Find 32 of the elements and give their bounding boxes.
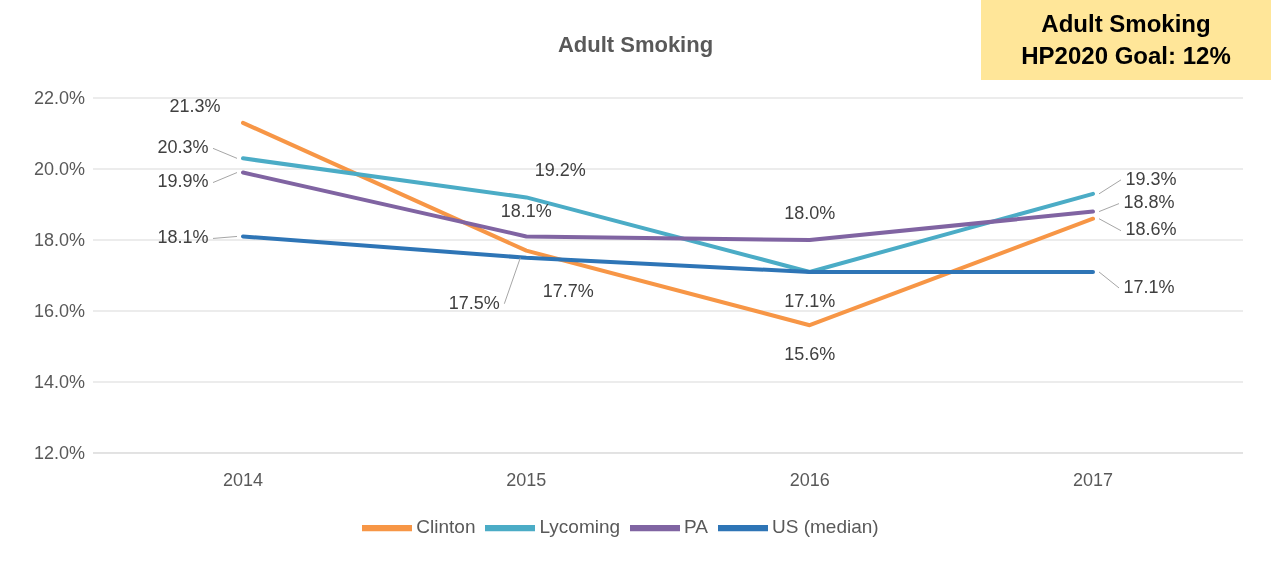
data-label: 17.1% [1123, 276, 1175, 297]
data-label: 20.3% [157, 137, 209, 158]
x-tick-label: 2017 [1072, 469, 1114, 490]
y-tick-label: 16.0% [33, 301, 85, 322]
x-tick-label: 2015 [506, 469, 547, 490]
data-label: 17.5% [448, 292, 500, 313]
line-series [241, 120, 1095, 328]
x-tick-label: 2014 [222, 469, 264, 490]
data-label: 18.6% [1125, 219, 1177, 240]
legend-label: PA [684, 516, 709, 538]
legend-label: Lycoming [539, 516, 621, 538]
legend-label: US (median) [772, 516, 879, 538]
data-label: 18.0% [784, 202, 836, 223]
data-label: 19.2% [534, 160, 586, 181]
y-tick-label: 12.0% [33, 443, 85, 464]
y-tick-label: 20.0% [33, 159, 85, 180]
data-label: 18.1% [500, 201, 552, 222]
goal-note-box: Adult Smoking HP2020 Goal: 12% [981, 0, 1271, 80]
x-tick-label: 2016 [789, 469, 830, 490]
y-tick-label: 18.0% [33, 230, 85, 251]
data-label: 18.8% [1123, 192, 1175, 213]
data-label: 21.3% [169, 95, 221, 116]
data-label: 19.3% [1125, 168, 1177, 189]
data-label: 17.7% [542, 281, 594, 302]
data-label: 19.9% [157, 171, 209, 192]
data-label: 17.1% [784, 290, 836, 311]
y-tick-label: 14.0% [33, 372, 85, 393]
legend-label: Clinton [416, 516, 476, 538]
y-tick-label: 22.0% [33, 88, 85, 109]
data-label: 15.6% [784, 343, 836, 364]
data-label: 18.1% [157, 227, 209, 248]
chart-title: Adult Smoking [557, 32, 714, 57]
